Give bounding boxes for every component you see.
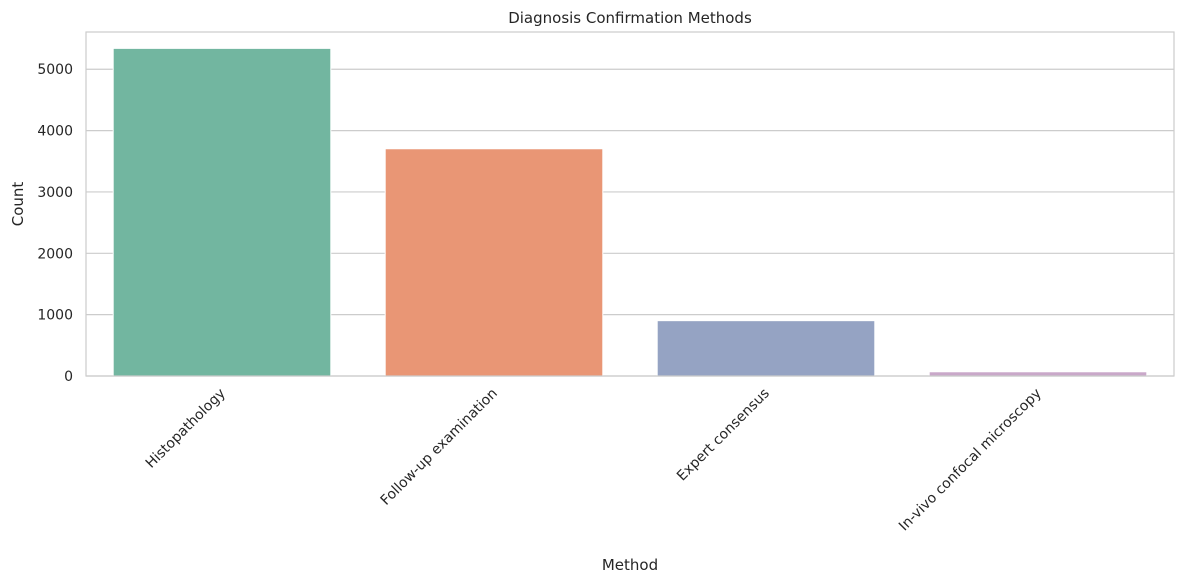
x-axis-label: Method xyxy=(602,556,658,574)
x-tick-label: Expert consensus xyxy=(674,386,773,485)
y-tick-labels: 0 1000 2000 3000 4000 5000 xyxy=(37,62,73,385)
bar-follow-up-examination xyxy=(384,148,604,377)
x-tick-label: Histopathology xyxy=(143,386,229,472)
x-tick-labels: Histopathology Follow-up examination Exper… xyxy=(143,386,1045,535)
y-tick-label: 4000 xyxy=(37,124,73,140)
bar-in-vivo-confocal-microscopy xyxy=(928,371,1148,377)
chart-title: Diagnosis Confirmation Methods xyxy=(508,9,752,27)
bar-expert-consensus xyxy=(656,320,876,377)
y-axis-label: Count xyxy=(9,182,27,227)
y-tick-label: 2000 xyxy=(37,246,73,262)
y-tick-label: 5000 xyxy=(37,62,73,78)
bar-histopathology xyxy=(112,47,332,377)
y-tick-label: 3000 xyxy=(37,185,73,201)
x-tick-label: Follow-up examination xyxy=(378,386,501,509)
x-tick-label: In-vivo confocal microscopy xyxy=(896,386,1045,535)
plot-frame xyxy=(85,31,1175,377)
y-tick-label: 1000 xyxy=(37,308,73,324)
y-tick-label: 0 xyxy=(64,369,73,385)
bars xyxy=(112,47,1148,377)
